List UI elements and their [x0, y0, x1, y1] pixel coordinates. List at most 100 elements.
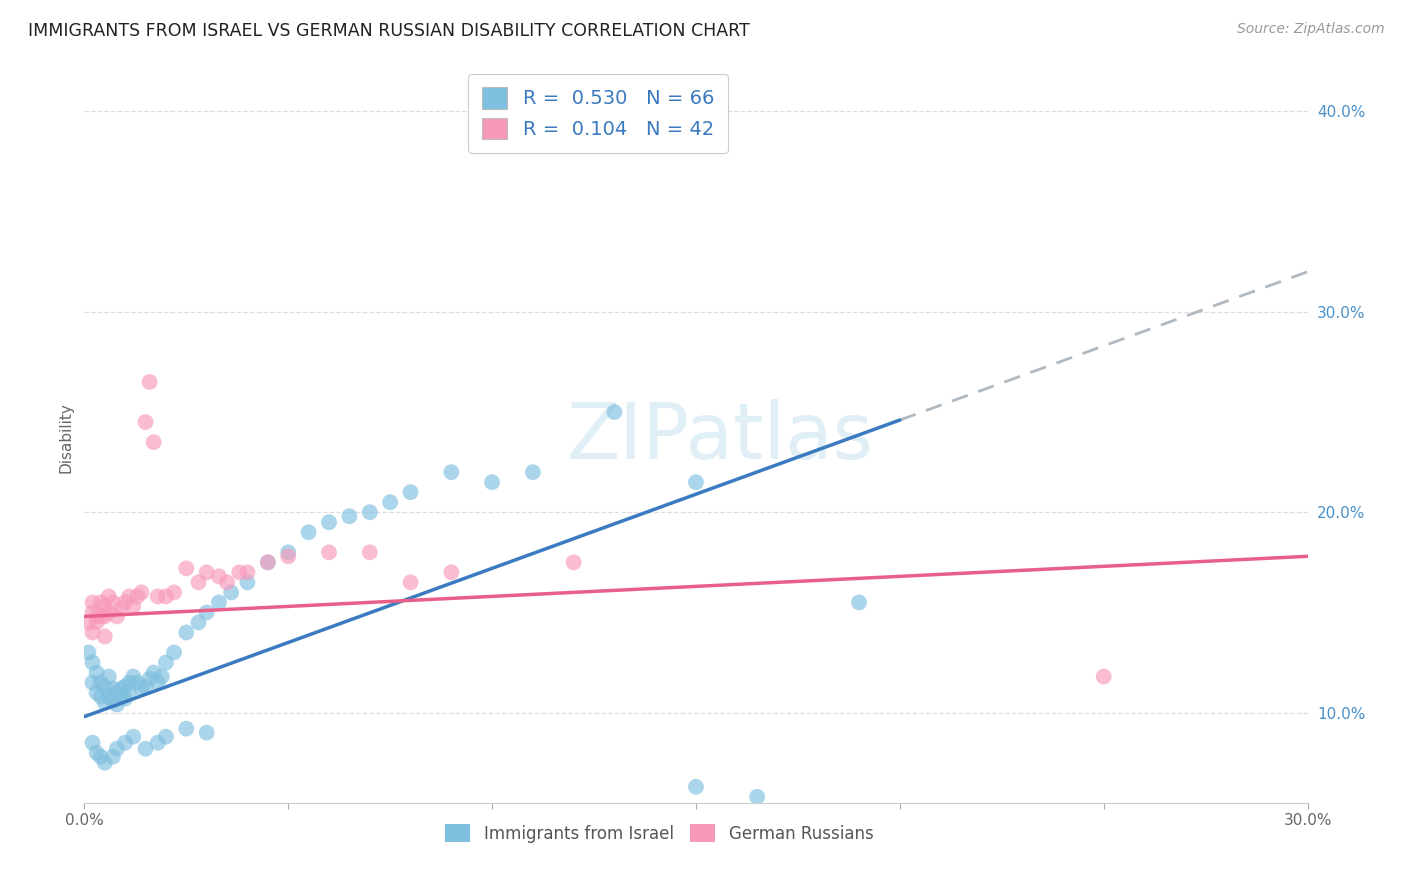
- Point: [101, 595, 124, 609]
- Point: [82, 656, 104, 670]
- Point: [195, 725, 218, 739]
- Point: [155, 730, 177, 744]
- Text: Source: ZipAtlas.com: Source: ZipAtlas.com: [1237, 22, 1385, 37]
- Point: [93, 609, 115, 624]
- Point: [101, 681, 124, 696]
- Point: [77, 615, 100, 630]
- Point: [298, 525, 321, 540]
- Point: [90, 749, 112, 764]
- Legend: Immigrants from Israel, German Russians: Immigrants from Israel, German Russians: [439, 818, 880, 849]
- Point: [380, 495, 402, 509]
- Point: [277, 549, 299, 564]
- Point: [86, 685, 108, 699]
- Point: [228, 566, 250, 580]
- Point: [110, 690, 132, 704]
- Point: [848, 595, 870, 609]
- Point: [101, 693, 124, 707]
- Point: [110, 601, 132, 615]
- Point: [150, 669, 173, 683]
- Point: [174, 625, 197, 640]
- Point: [82, 595, 104, 609]
- Point: [114, 595, 136, 609]
- Point: [135, 415, 157, 429]
- Point: [122, 669, 145, 683]
- Point: [127, 675, 149, 690]
- Point: [208, 595, 231, 609]
- Point: [163, 646, 186, 660]
- Point: [118, 590, 141, 604]
- Point: [135, 741, 157, 756]
- Point: [155, 656, 177, 670]
- Point: [114, 691, 136, 706]
- Point: [174, 561, 197, 575]
- Point: [359, 545, 381, 559]
- Point: [97, 590, 120, 604]
- Point: [77, 646, 100, 660]
- Point: [195, 606, 218, 620]
- Point: [82, 625, 104, 640]
- Point: [131, 585, 153, 599]
- Point: [318, 515, 340, 529]
- Point: [105, 609, 128, 624]
- Point: [155, 590, 177, 604]
- Point: [82, 736, 104, 750]
- Point: [440, 566, 463, 580]
- Point: [105, 698, 128, 712]
- Point: [90, 690, 112, 704]
- Point: [257, 555, 280, 569]
- Point: [685, 780, 707, 794]
- Point: [146, 675, 169, 690]
- Point: [481, 475, 503, 490]
- Point: [685, 475, 707, 490]
- Point: [522, 465, 544, 479]
- Point: [217, 575, 239, 590]
- Point: [110, 681, 132, 696]
- Point: [90, 609, 112, 624]
- Point: [399, 575, 422, 590]
- Point: [236, 575, 259, 590]
- Point: [208, 569, 231, 583]
- Point: [86, 615, 108, 630]
- Point: [146, 736, 169, 750]
- Point: [86, 665, 108, 680]
- Point: [219, 585, 242, 599]
- Point: [122, 730, 145, 744]
- Point: [101, 749, 124, 764]
- Point: [93, 599, 115, 614]
- Point: [82, 675, 104, 690]
- Y-axis label: Disability: Disability: [58, 401, 73, 473]
- Point: [93, 630, 115, 644]
- Point: [195, 566, 218, 580]
- Point: [105, 741, 128, 756]
- Point: [440, 465, 463, 479]
- Point: [359, 505, 381, 519]
- Point: [131, 681, 153, 696]
- Point: [122, 599, 145, 614]
- Point: [138, 672, 160, 686]
- Point: [135, 680, 157, 694]
- Point: [97, 669, 120, 683]
- Point: [82, 606, 104, 620]
- Point: [399, 485, 422, 500]
- Point: [138, 375, 160, 389]
- Point: [174, 722, 197, 736]
- Point: [114, 680, 136, 694]
- Point: [93, 696, 115, 710]
- Point: [127, 590, 149, 604]
- Text: ZIPatlas: ZIPatlas: [567, 399, 875, 475]
- Point: [747, 789, 769, 804]
- Point: [93, 680, 115, 694]
- Point: [146, 590, 169, 604]
- Point: [114, 736, 136, 750]
- Point: [97, 606, 120, 620]
- Point: [97, 690, 120, 704]
- Point: [142, 435, 165, 450]
- Point: [187, 615, 209, 630]
- Point: [236, 566, 259, 580]
- Point: [142, 665, 165, 680]
- Point: [339, 509, 361, 524]
- Point: [257, 555, 280, 569]
- Point: [90, 595, 112, 609]
- Point: [163, 585, 186, 599]
- Point: [1092, 669, 1115, 683]
